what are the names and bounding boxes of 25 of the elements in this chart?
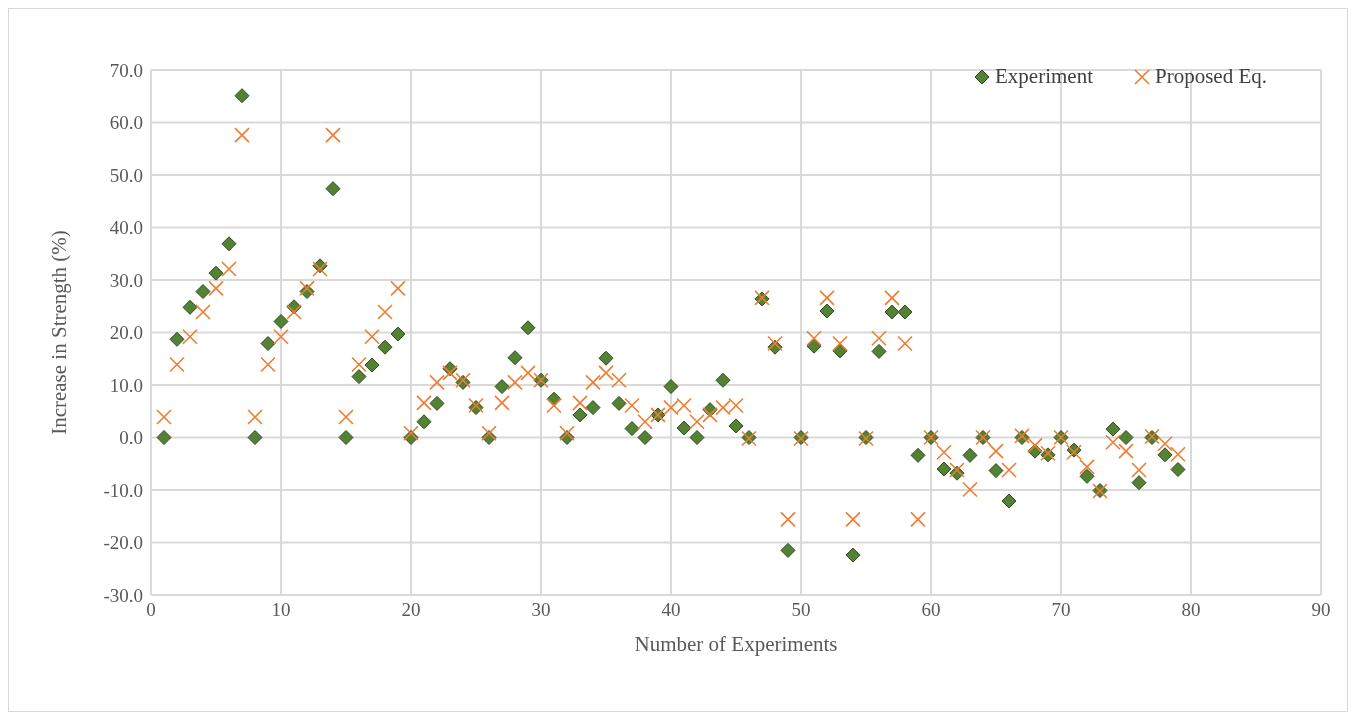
x-axis-title: Number of Experiments	[634, 632, 838, 656]
y-tick-label: 0.0	[119, 427, 143, 449]
x-tick-label: 60	[921, 599, 941, 621]
x-tick-label: 0	[146, 599, 156, 621]
y-tick-label: 60.0	[109, 112, 143, 134]
y-tick-label: -20.0	[103, 532, 143, 554]
y-tick-label: 40.0	[109, 217, 143, 239]
y-tick-label: 70.0	[109, 59, 143, 81]
x-tick-label: 70	[1051, 599, 1071, 621]
x-tick-label: 10	[271, 599, 291, 621]
legend-label: Proposed Eq.	[1155, 64, 1267, 89]
x-tick-label: 30	[531, 599, 551, 621]
x-tick-label: 50	[791, 599, 811, 621]
y-tick-label: 10.0	[109, 374, 143, 396]
y-tick-label: 50.0	[109, 164, 143, 186]
x-tick-label: 90	[1311, 599, 1331, 621]
y-tick-label: 30.0	[109, 269, 143, 291]
legend-label: Experiment	[995, 64, 1093, 89]
y-axis-title: Increase in Strength (%)	[47, 230, 72, 435]
x-tick-label: 40	[661, 599, 681, 621]
y-tick-label: -30.0	[103, 584, 143, 606]
y-tick-label: -10.0	[103, 479, 143, 501]
y-tick-label: 20.0	[109, 322, 143, 344]
x-tick-label: 20	[401, 599, 421, 621]
x-tick-label: 80	[1181, 599, 1201, 621]
